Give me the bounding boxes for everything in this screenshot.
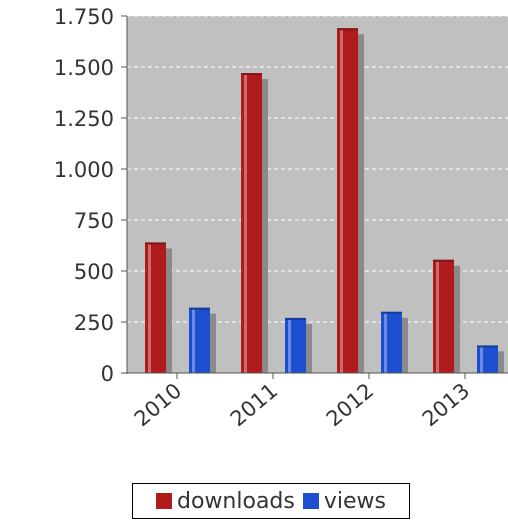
bar-highlight — [288, 317, 291, 373]
legend-item-views: views — [302, 488, 386, 514]
x-tick-label-2013: 2013 — [418, 378, 474, 431]
legend-item-downloads: downloads — [156, 489, 295, 514]
legend-label-downloads: downloads — [177, 488, 295, 514]
bar-highlight — [340, 28, 343, 374]
bar-highlight — [384, 311, 387, 373]
y-tick-label: 1.000 — [54, 158, 114, 182]
x-tick-label-2011: 2011 — [226, 378, 282, 431]
bar-top — [381, 311, 402, 314]
bar-highlight — [148, 242, 151, 373]
bar-highlight — [480, 345, 483, 373]
y-tick-label: 750 — [74, 209, 114, 233]
x-tick-label-2012: 2012 — [322, 378, 378, 431]
bar-highlight — [192, 307, 195, 373]
legend-label-views: views — [323, 488, 386, 514]
y-tick-label: 250 — [74, 311, 114, 335]
legend-swatch-downloads — [156, 493, 173, 509]
x-tick-label-2010: 2010 — [130, 378, 186, 431]
y-tick-label: 1.250 — [54, 107, 114, 131]
legend: downloads views — [132, 483, 410, 519]
bar-top — [189, 307, 210, 310]
y-tick-label: 0 — [101, 362, 114, 386]
bar-top — [433, 259, 454, 262]
bar-top — [477, 345, 498, 348]
bar-highlight — [244, 73, 247, 374]
bar-top — [241, 73, 262, 76]
bar-top — [285, 317, 306, 320]
bar-top — [337, 28, 358, 31]
legend-swatch-views — [302, 493, 319, 509]
y-tick-label: 1.500 — [54, 56, 114, 80]
y-tick-label: 1.750 — [54, 5, 114, 29]
bar-top — [145, 242, 166, 245]
bar-highlight — [436, 259, 439, 373]
y-tick-label: 500 — [74, 260, 114, 284]
